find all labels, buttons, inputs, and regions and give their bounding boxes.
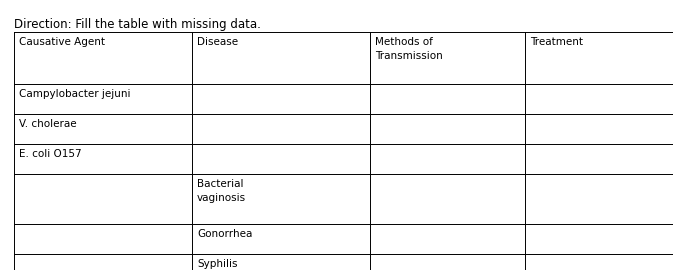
- Text: Gonorrhea: Gonorrhea: [197, 229, 252, 239]
- Text: Methods of
Transmission: Methods of Transmission: [375, 37, 443, 61]
- Text: Disease: Disease: [197, 37, 238, 47]
- Text: Treatment: Treatment: [530, 37, 583, 47]
- Text: E. coli O157: E. coli O157: [19, 149, 81, 159]
- Text: V. cholerae: V. cholerae: [19, 119, 77, 129]
- Text: Bacterial
vaginosis: Bacterial vaginosis: [197, 179, 246, 203]
- Text: Syphilis: Syphilis: [197, 259, 238, 269]
- Text: Direction: Fill the table with missing data.: Direction: Fill the table with missing d…: [14, 18, 261, 31]
- Text: Campylobacter jejuni: Campylobacter jejuni: [19, 89, 131, 99]
- Text: Causative Agent: Causative Agent: [19, 37, 105, 47]
